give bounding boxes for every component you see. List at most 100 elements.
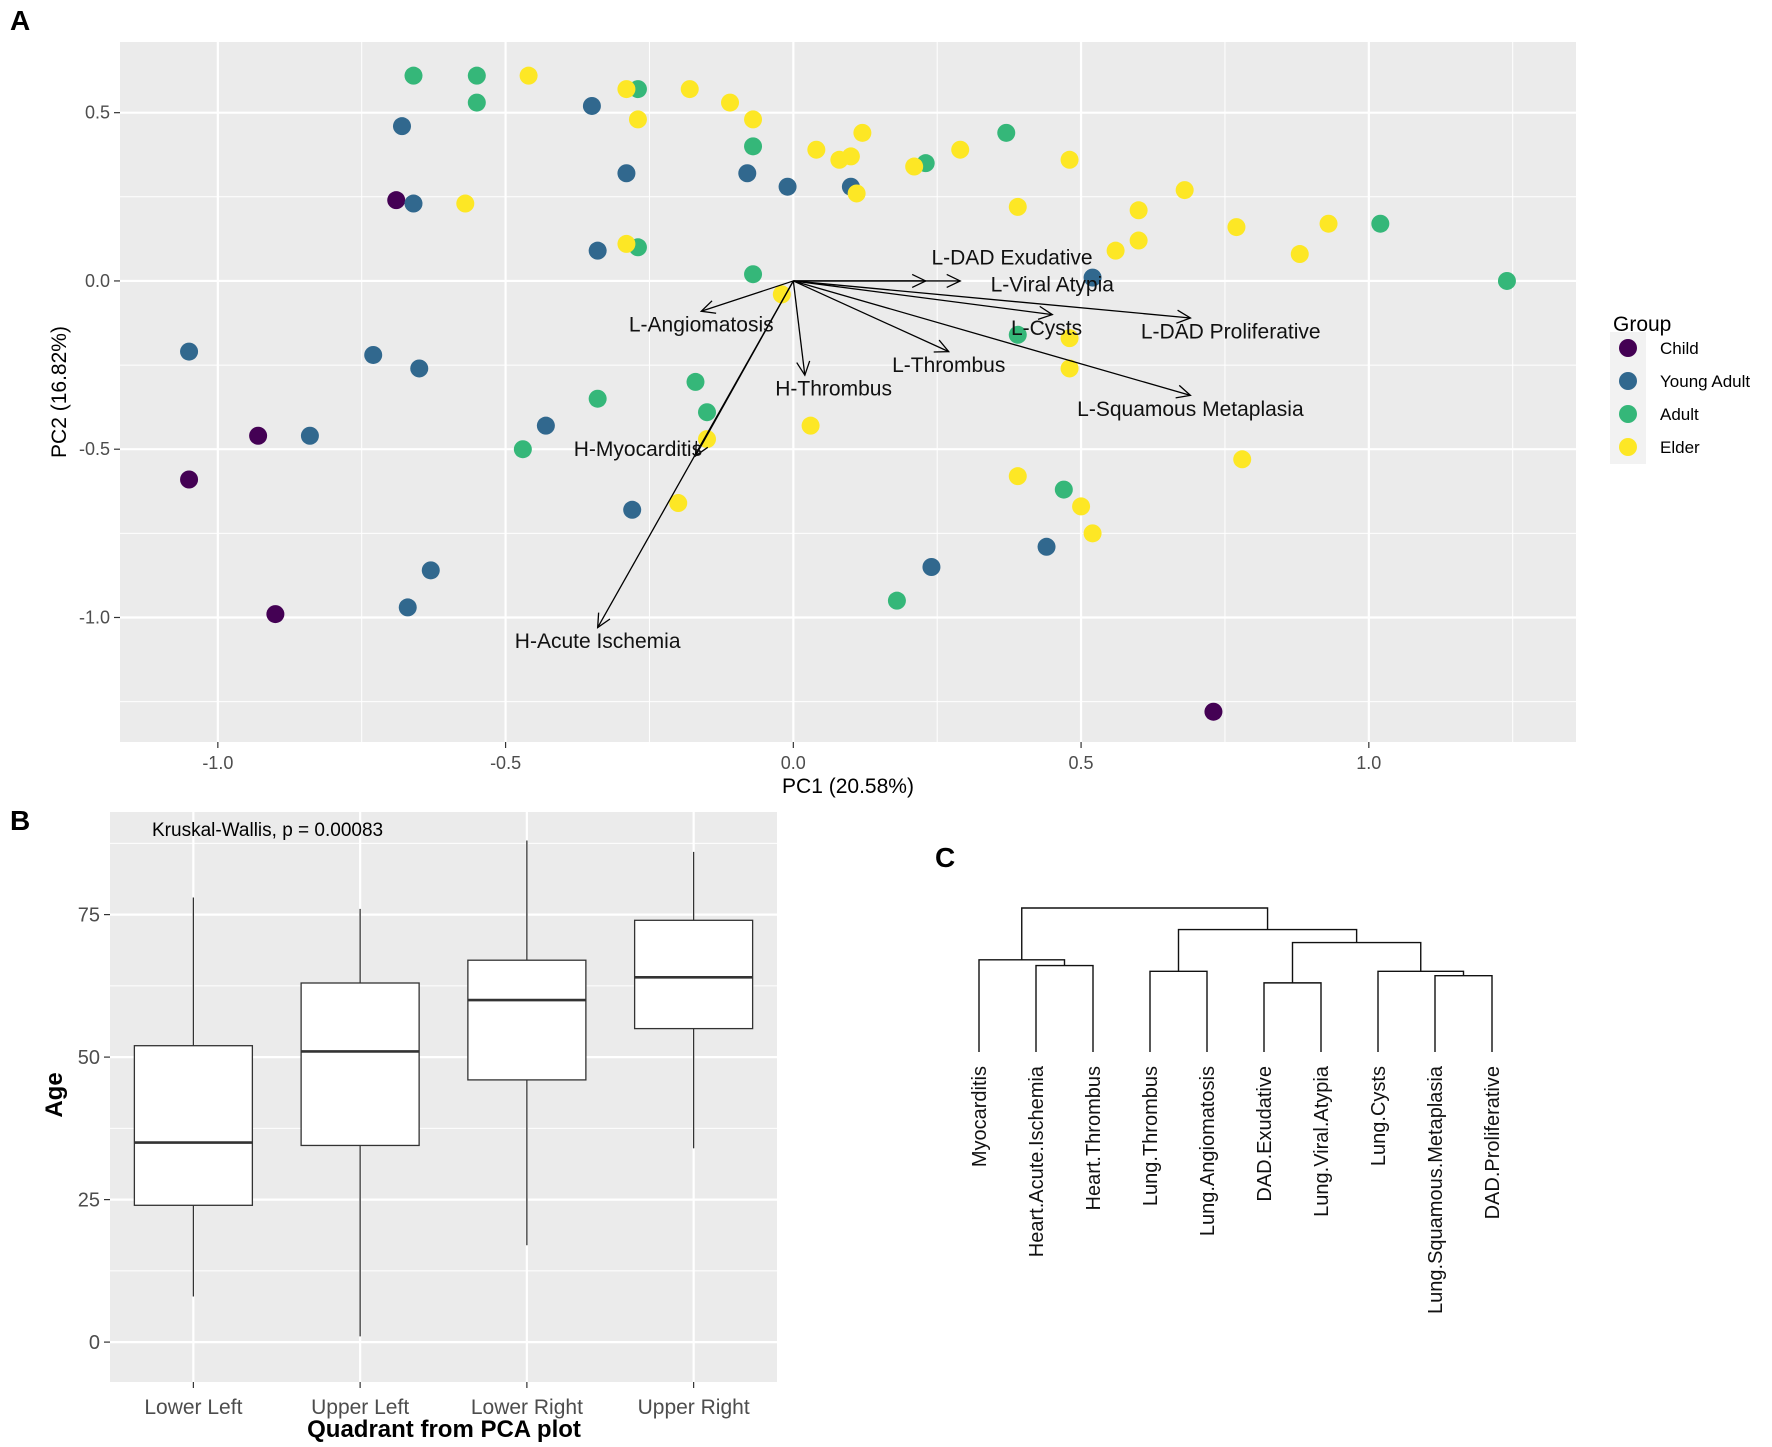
pca-point-young-adult <box>410 359 429 378</box>
dendrogram-link-path <box>1177 928 1358 972</box>
loading-arrow <box>793 280 1054 320</box>
pca-point-young-adult <box>617 164 636 183</box>
box-upper-right <box>633 851 754 1149</box>
pca-y-tick-label: 0.0 <box>85 271 110 291</box>
pca-point-elder <box>1233 450 1252 469</box>
dendrogram-leaf-label: Lung.Viral.Atypia <box>1311 1065 1333 1217</box>
pca-point-young-adult <box>421 561 440 580</box>
pca-point-child <box>387 191 406 210</box>
pca-point-elder <box>628 110 647 129</box>
box-y-tick-label: 50 <box>78 1047 100 1069</box>
box-x-tick-label: Lower Left <box>144 1396 242 1419</box>
dendrogram-link-path <box>1021 907 1269 960</box>
loading-arrow-head <box>1176 309 1192 324</box>
pca-point-elder <box>1319 214 1338 233</box>
pca-points <box>180 66 1516 721</box>
loading-arrow-head <box>1037 305 1054 320</box>
dendrogram-link-path <box>1291 941 1422 983</box>
pca-x-tick-label: 0.5 <box>1069 753 1094 773</box>
pca-point-elder <box>801 416 820 435</box>
pca-point-child <box>1204 702 1223 721</box>
pca-point-elder <box>1060 150 1079 169</box>
dendrogram-link <box>1263 982 1322 1052</box>
pca-point-young-adult <box>588 241 607 260</box>
pca-point-young-adult <box>582 96 601 115</box>
pca-point-young-adult <box>623 500 642 519</box>
pca-point-elder <box>1008 467 1027 486</box>
pca-point-adult <box>467 66 486 85</box>
pca-point-elder <box>519 66 538 85</box>
pca-point-adult <box>467 93 486 112</box>
pca-point-young-adult <box>180 342 199 361</box>
pca-x-tick-label: 0.0 <box>781 753 806 773</box>
loading-label: H-Acute Ischemia <box>515 630 681 653</box>
dendrogram-link <box>1377 970 1465 1052</box>
loading-arrow-shaft <box>792 280 806 376</box>
box-y-axis-title: Age <box>41 1072 68 1117</box>
dendrogram-link-path <box>1263 982 1322 1052</box>
loading-label: H-Thrombus <box>775 378 892 401</box>
dendrogram-leaf-label: DAD.Proliferative <box>1482 1066 1504 1219</box>
pca-point-elder <box>853 123 872 142</box>
dendrogram-leaf-label: Myocarditis <box>969 1066 991 1167</box>
legend-key-young-adult <box>1619 372 1637 390</box>
pca-point-elder <box>847 184 866 203</box>
dendrogram-leaf-label: Lung.Angiomatosis <box>1197 1066 1219 1236</box>
legend-key-child <box>1619 339 1637 357</box>
pca-point-elder <box>841 147 860 166</box>
legend-entry-label: Child <box>1660 339 1699 358</box>
kruskal-wallis-annotation: Kruskal-Wallis, p = 0.00083 <box>152 820 383 841</box>
pca-point-young-adult <box>778 177 797 196</box>
dendrogram-link <box>1035 964 1094 1052</box>
pca-point-adult <box>1497 271 1516 290</box>
pca-y-tick-label: 0.5 <box>85 103 110 123</box>
loading-label: L-Cysts <box>1011 317 1082 340</box>
loading-label: L-DAD Proliferative <box>1141 320 1321 343</box>
pca-point-elder <box>1175 181 1194 200</box>
pca-y-axis-title: PC2 (16.82%) <box>48 326 71 458</box>
loading-arrow <box>699 280 794 314</box>
pca-point-adult <box>1008 325 1027 344</box>
dendrogram-leaf-label: DAD.Exudative <box>1254 1066 1276 1202</box>
legend-key-adult <box>1619 405 1637 423</box>
pca-point-elder <box>456 194 475 213</box>
dendrogram-leaf-labels: Myocarditis Heart.Acute.Ischemia Heart.Thr… <box>969 1065 1504 1314</box>
pca-y-tick-label: -0.5 <box>79 439 110 459</box>
dendrogram-leaf-label: Heart.Thrombus <box>1083 1066 1105 1211</box>
pca-point-elder <box>721 93 740 112</box>
loading-arrow-head <box>1175 384 1192 399</box>
pca-point-elder <box>1227 218 1246 237</box>
legend-title: Group <box>1613 313 1671 336</box>
pca-point-elder <box>1290 245 1309 264</box>
pca-gridlines <box>120 42 1576 742</box>
pca-point-elder <box>951 140 970 159</box>
box-lower-right <box>467 840 587 1246</box>
loading-label: L-DAD Exudative <box>931 246 1092 269</box>
legend-entry-label: Elder <box>1660 438 1700 457</box>
box-x-axis-title: Quadrant from PCA plot <box>307 1416 581 1443</box>
pca-legend: Group Child Young Adult Adult Elder <box>1610 313 1750 464</box>
loading-arrow-shaft <box>793 280 1191 319</box>
box-iqr <box>133 1045 254 1206</box>
pca-point-adult <box>744 265 763 284</box>
dendrogram-link <box>1291 941 1422 983</box>
pca-loading-labels: L-DAD Exudative L-Viral Atypia L-DAD Proli… <box>515 246 1321 653</box>
box-x-tick-label: Lower Right <box>471 1396 583 1419</box>
dendrogram-link <box>1177 928 1358 972</box>
pca-point-young-adult <box>404 194 423 213</box>
pca-point-elder <box>1129 201 1148 220</box>
pca-point-young-adult <box>300 426 319 445</box>
pca-point-young-adult <box>392 117 411 136</box>
pca-point-elder <box>1060 359 1079 378</box>
pca-point-young-adult <box>1083 268 1102 287</box>
loading-arrow <box>793 280 1192 324</box>
pca-x-axis-title: PC1 (20.58%) <box>782 775 914 798</box>
loading-arrow-head <box>933 339 951 353</box>
dendrogram-link-path <box>1434 974 1493 1052</box>
pca-point-adult <box>513 440 532 459</box>
pca-point-elder <box>617 234 636 253</box>
age-boxplot: 0 25 50 75 Lower Left Upper Left Lower Right Up… <box>41 812 777 1443</box>
loading-arrow <box>793 280 951 353</box>
loading-arrow-shaft <box>793 280 1191 396</box>
